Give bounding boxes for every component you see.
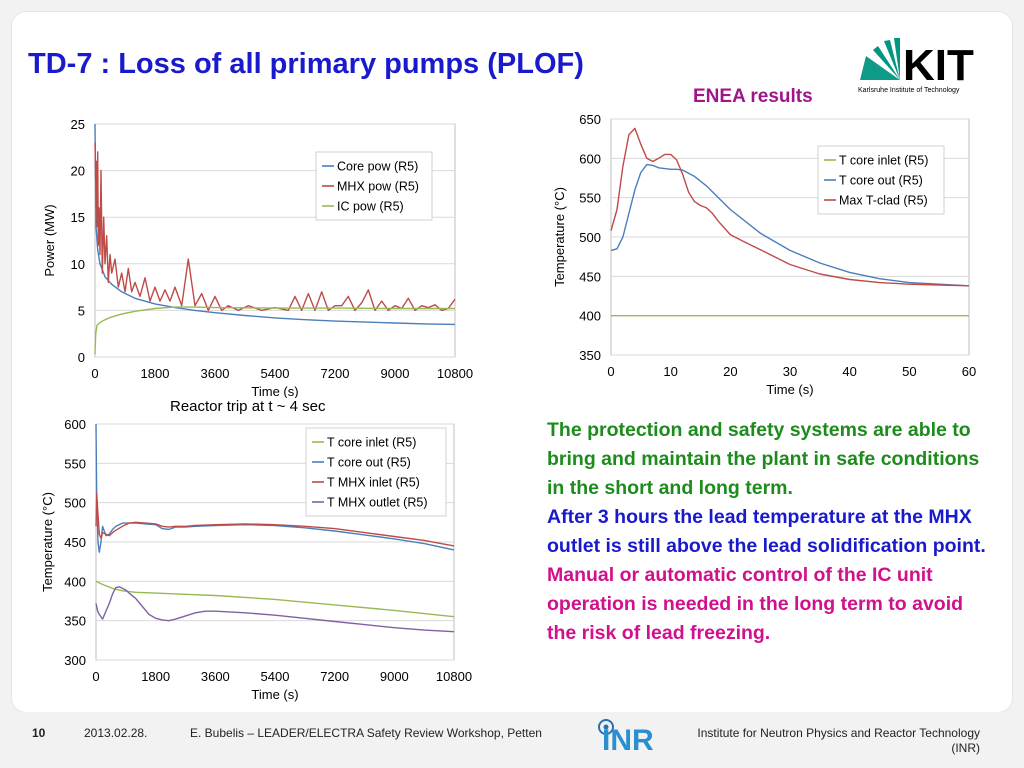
series-line [95, 580, 455, 618]
legend-label: T core out (R5) [327, 456, 411, 470]
x-axis-label: Time (s) [251, 384, 298, 399]
x-tick-label: 7200 [320, 669, 349, 684]
kit-logo-graphic: KIT Karlsruhe Institute of Technology [858, 38, 974, 94]
inr-logo-text: INR [602, 724, 654, 753]
page-number: 10 [32, 726, 46, 740]
conclusion-ic-control: Manual or automatic control of the IC un… [547, 564, 964, 644]
series-line [94, 123, 456, 326]
x-axis-label: Time (s) [251, 687, 298, 702]
x-tick-label: 9000 [381, 366, 410, 381]
legend-label: MHX pow (R5) [337, 180, 419, 194]
long-term-temperature-chart-svg: 300 350 400 450 500 550 600 0 1800 3600 5400 7200 90… [40, 417, 472, 702]
y-axis-label: Temperature (°C) [552, 187, 567, 287]
x-tick-label: 60 [962, 364, 976, 379]
institute-line-2: (INR) [951, 741, 980, 755]
institute-line-1: Institute for Neutron Physics and Reacto… [697, 726, 980, 740]
long-term-temperature-chart: 300 350 400 450 500 550 600 0 1800 3600 5400 7200 90… [36, 412, 476, 708]
legend-label: Core pow (R5) [337, 160, 418, 174]
footer-date: 2013.02.28. [84, 726, 148, 740]
y-tick-label: 10 [71, 257, 85, 272]
x-tick-label: 9000 [380, 669, 409, 684]
x-tick-label: 20 [723, 364, 737, 379]
legend-label: IC pow (R5) [337, 200, 404, 214]
y-tick-label: 500 [64, 496, 86, 511]
series-line [94, 306, 455, 355]
y-tick-label: 600 [579, 151, 601, 166]
footer-event: E. Bubelis – LEADER/ELECTRA Safety Revie… [190, 726, 542, 740]
kit-logo: KIT Karlsruhe Institute of Technology [856, 36, 986, 98]
x-tick-label: 5400 [261, 669, 290, 684]
power-chart: 0 5 10 15 20 25 0 1800 3600 5400 7200 9000 10800 Time… [38, 112, 478, 402]
legend-box [817, 145, 945, 215]
y-tick-label: 650 [579, 112, 601, 127]
series-line [95, 586, 455, 633]
footer: 10 2013.02.28. E. Bubelis – LEADER/ELECT… [0, 712, 1024, 768]
y-tick-label: 350 [579, 348, 601, 363]
kit-logo-subtitle: Karlsruhe Institute of Technology [858, 87, 960, 94]
legend-label: T core out (R5) [839, 174, 923, 188]
x-tick-label: 0 [607, 364, 614, 379]
series-line [95, 423, 455, 553]
y-tick-label: 400 [579, 309, 601, 324]
legend-label: T MHX outlet (R5) [327, 496, 428, 510]
x-tick-label: 5400 [261, 366, 290, 381]
y-tick-label: 450 [579, 269, 601, 284]
legend-box [315, 151, 433, 221]
x-tick-label: 0 [92, 669, 99, 684]
y-axis-label: Power (MW) [42, 204, 57, 276]
series-line [94, 142, 456, 312]
x-tick-label: 7200 [321, 366, 350, 381]
y-axis-label: Temperature (°C) [40, 492, 55, 592]
y-tick-label: 400 [64, 574, 86, 589]
conclusion-safety: The protection and safety systems are ab… [547, 419, 980, 499]
legend-label: T core inlet (R5) [327, 436, 416, 450]
series-line [95, 492, 455, 547]
y-tick-label: 350 [64, 614, 86, 629]
x-tick-label: 3600 [201, 366, 230, 381]
inr-logo-graphic: INR [598, 719, 654, 757]
y-tick-label: 25 [71, 117, 85, 132]
y-tick-label: 0 [78, 350, 85, 365]
institute-name: Institute for Neutron Physics and Reacto… [676, 726, 980, 756]
x-tick-label: 30 [783, 364, 797, 379]
enea-temperature-chart-svg: 350 400 450 500 550 600 650 0 10 20 30 40 50 60 Time (… [552, 112, 976, 397]
enea-results-label: ENEA results [693, 86, 813, 107]
y-tick-label: 300 [64, 653, 86, 668]
x-tick-label: 40 [842, 364, 856, 379]
legend-label: T MHX inlet (R5) [327, 476, 420, 490]
enea-temperature-chart: 350 400 450 500 550 600 650 0 10 20 30 40 50 60 Time (… [548, 110, 988, 400]
legend-label: T core inlet (R5) [839, 154, 928, 168]
x-tick-label: 50 [902, 364, 916, 379]
y-tick-label: 600 [64, 417, 86, 432]
x-tick-label: 10800 [437, 366, 473, 381]
x-tick-label: 3600 [201, 669, 230, 684]
y-tick-label: 550 [64, 456, 86, 471]
legend-box [305, 427, 447, 517]
y-tick-label: 500 [579, 230, 601, 245]
y-tick-label: 5 [78, 303, 85, 318]
legend-label: Max T-clad (R5) [839, 194, 928, 208]
x-tick-label: 10800 [436, 669, 472, 684]
inr-logo: INR [596, 717, 672, 757]
conclusions-text: The protection and safety systems are ab… [547, 416, 997, 648]
slide-title: TD-7 : Loss of all primary pumps (PLOF) [28, 48, 584, 80]
x-tick-label: 0 [91, 366, 98, 381]
x-tick-label: 10 [663, 364, 677, 379]
power-chart-svg: 0 5 10 15 20 25 0 1800 3600 5400 7200 9000 10800 Time… [42, 117, 473, 399]
series-line [610, 163, 970, 287]
kit-logo-text: KIT [903, 41, 974, 90]
x-tick-label: 1800 [141, 669, 170, 684]
x-tick-label: 1800 [141, 366, 170, 381]
y-tick-label: 550 [579, 191, 601, 206]
series-line [610, 127, 970, 287]
conclusion-lead-temperature: After 3 hours the lead temperature at th… [547, 506, 986, 557]
y-tick-label: 15 [71, 210, 85, 225]
y-tick-label: 450 [64, 535, 86, 550]
x-axis-label: Time (s) [766, 382, 813, 397]
reactor-trip-note: Reactor trip at t ~ 4 sec [168, 398, 328, 415]
y-tick-label: 20 [71, 164, 85, 179]
